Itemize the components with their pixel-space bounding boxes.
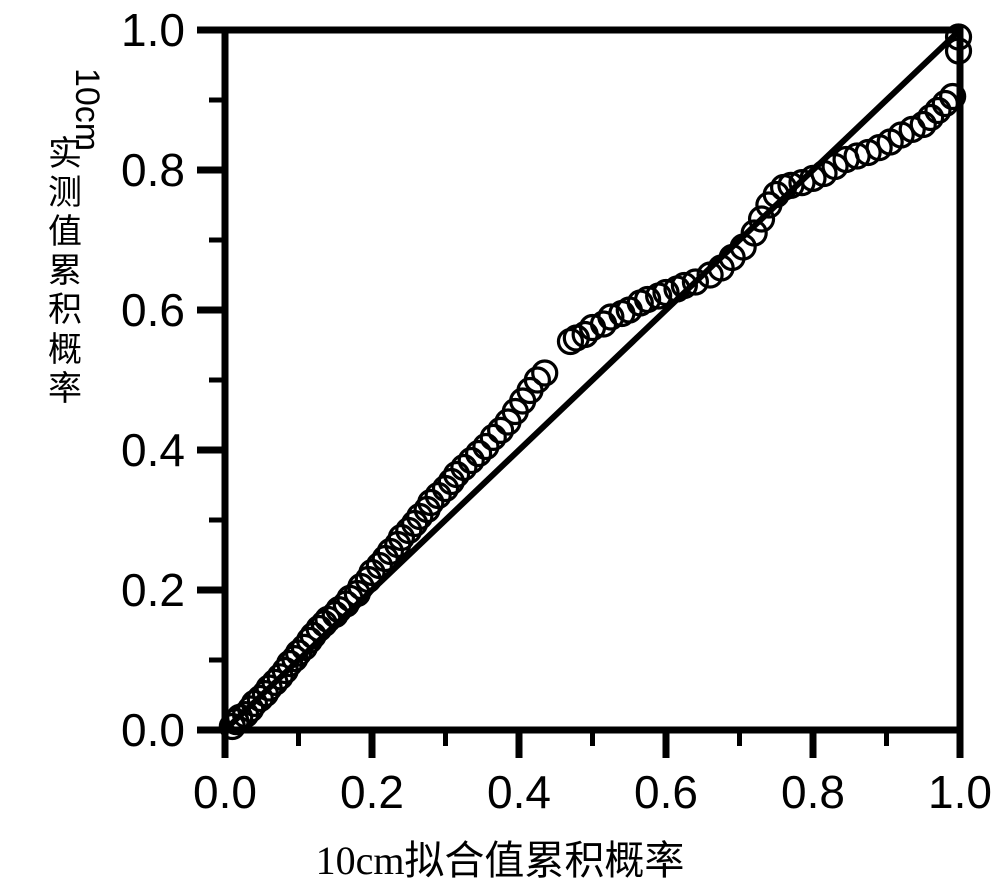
svg-text:1.0: 1.0 xyxy=(928,766,992,818)
svg-text:0.0: 0.0 xyxy=(193,766,257,818)
ylabel-char: 测 xyxy=(48,175,82,212)
ylabel-char: 率 xyxy=(48,371,82,408)
ylabel-char: 值 xyxy=(48,214,82,251)
svg-text:0.6: 0.6 xyxy=(634,766,698,818)
svg-text:0.2: 0.2 xyxy=(121,564,185,616)
svg-text:0.8: 0.8 xyxy=(781,766,845,818)
ylabel-char: 累 xyxy=(48,253,82,290)
x-axis-label: 10cm拟合值累积概率 xyxy=(0,828,1000,886)
ylabel-char: 概 xyxy=(48,332,82,369)
svg-text:0.0: 0.0 xyxy=(121,704,185,756)
chart-svg: 0.0 0.2 0.4 0.6 0.8 1.0 0.0 0.2 0.4 0.6 0.8 1.0 xyxy=(0,0,1000,892)
svg-text:1.0: 1.0 xyxy=(121,4,185,56)
y-axis-label: 10cm 实 测 值 累 积 概 率 xyxy=(45,90,85,409)
svg-text:0.4: 0.4 xyxy=(121,424,185,476)
svg-text:0.6: 0.6 xyxy=(121,284,185,336)
svg-text:0.8: 0.8 xyxy=(121,144,185,196)
svg-text:0.4: 0.4 xyxy=(487,766,551,818)
qq-plot: 0.0 0.2 0.4 0.6 0.8 1.0 0.0 0.2 0.4 0.6 0.8 1.0 10c… xyxy=(0,0,1000,892)
ylabel-char: 积 xyxy=(48,292,82,329)
ylabel-prefix: 10cm xyxy=(67,68,106,151)
svg-text:0.2: 0.2 xyxy=(340,766,404,818)
